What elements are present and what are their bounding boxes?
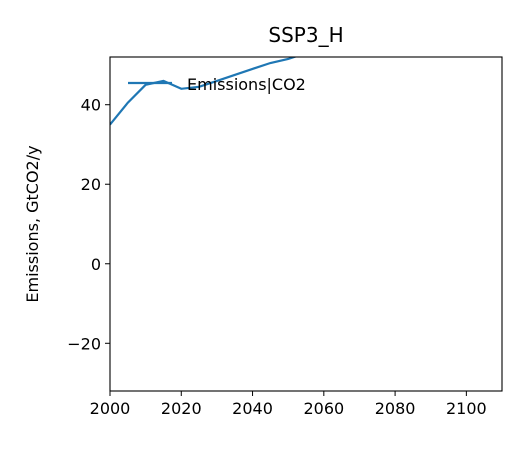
legend: Emissions|CO2 — [128, 75, 306, 94]
x-tick-label: 2060 — [303, 399, 344, 418]
y-axis: −20 0 20 40 — [67, 96, 110, 353]
legend-label: Emissions|CO2 — [187, 75, 306, 94]
x-tick-label: 2040 — [232, 399, 273, 418]
y-tick-label: 0 — [91, 255, 101, 274]
x-tick-label: 2000 — [90, 399, 131, 418]
y-tick-label: −20 — [67, 334, 101, 353]
y-tick-label: 20 — [81, 175, 101, 194]
y-axis-label: Emissions, GtCO2/y — [23, 145, 42, 302]
y-tick-label: 40 — [81, 96, 101, 115]
x-axis: 2000 2020 2040 2060 2080 2100 — [90, 391, 487, 418]
series-line-0 — [110, 57, 298, 126]
plot-frame — [109, 56, 503, 392]
x-tick-label: 2100 — [446, 399, 487, 418]
x-tick-label: 2020 — [161, 399, 202, 418]
x-tick-label: 2080 — [375, 399, 416, 418]
plot-area — [109, 56, 503, 392]
chart-title: SSP3_H — [268, 23, 343, 47]
